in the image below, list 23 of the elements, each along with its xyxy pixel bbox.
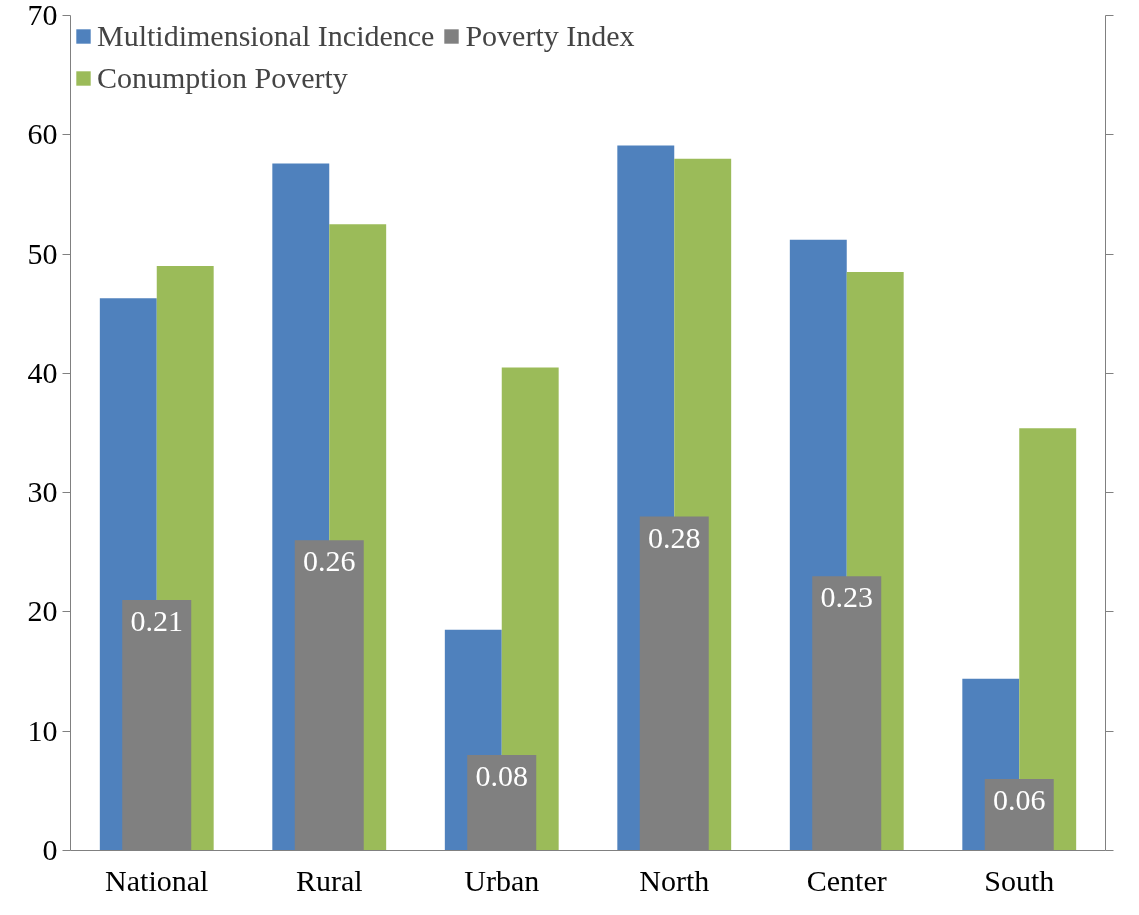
x-tick-label: North: [639, 863, 710, 897]
data-label: 0.06: [993, 782, 1046, 816]
data-label: 0.23: [820, 580, 873, 614]
y-tick-label: 30: [27, 475, 58, 509]
y-tick-label: 20: [27, 594, 58, 628]
y-tick-label: 50: [27, 236, 58, 270]
legend-label: Conumption Poverty: [97, 61, 348, 95]
x-tick-label: South: [984, 863, 1055, 897]
data-label: 0.26: [303, 544, 356, 578]
x-tick-label: National: [105, 863, 209, 897]
x-tick-label: Center: [806, 863, 887, 897]
x-tick-label: Rural: [295, 863, 363, 897]
y-tick-label: 60: [27, 117, 58, 151]
y-tick-label: 70: [27, 0, 58, 31]
data-label: 0.21: [130, 604, 183, 637]
y-tick-label: 0: [42, 833, 58, 866]
x-tick-label: Urban: [464, 863, 540, 897]
y-tick-label: 10: [27, 713, 58, 747]
legend-label: Multidimensional Incidence: [97, 19, 435, 53]
legend-label: Poverty Index: [465, 19, 635, 53]
y-tick-label: 40: [27, 355, 58, 389]
data-label: 0.28: [648, 520, 701, 554]
data-label: 0.08: [475, 759, 528, 793]
